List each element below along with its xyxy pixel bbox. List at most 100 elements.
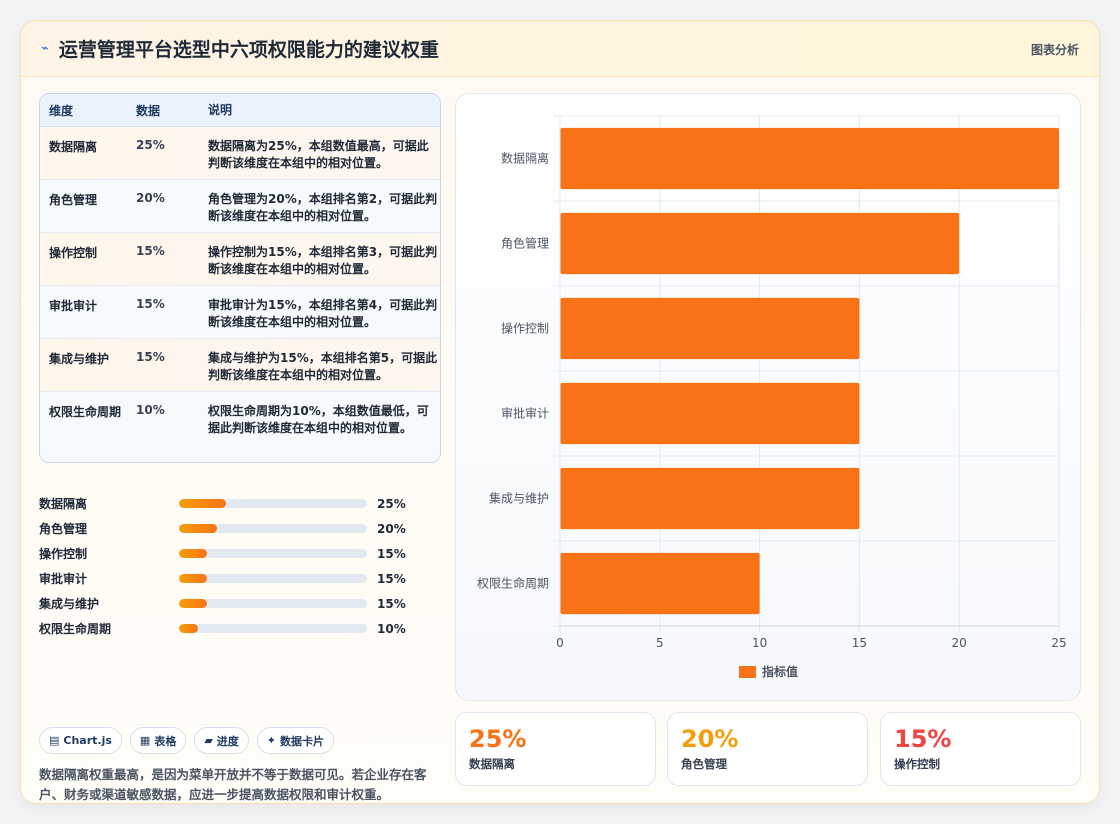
- progress-fill: [179, 599, 208, 608]
- progress-track: [179, 599, 367, 608]
- table-row: 角色管理 20% 角色管理为20%，本组排名第2，可据此判断该维度在本组中的相对…: [40, 180, 440, 233]
- progress-label: 集成与维护: [39, 597, 100, 611]
- row-dimension: 操作控制: [49, 246, 98, 260]
- sparkle-icon: ✦: [266, 734, 277, 747]
- row-value: 20%: [136, 191, 165, 205]
- progress-value: 10%: [377, 621, 406, 636]
- y-tick-label: 数据隔离: [501, 151, 549, 166]
- x-tick-label: 25: [1051, 636, 1066, 650]
- progress-row: 审批审计 15%: [39, 566, 419, 591]
- tech-chips: ▤ Chart.js ▦ 表格 ▰ 进度 ✦ 数据卡片: [39, 727, 335, 754]
- row-description: 权限生命周期为10%，本组数值最低，可据此判断该维度在本组中的相对位置。: [208, 404, 429, 435]
- content-area: 维度 数据 说明 数据隔离 25% 数据隔离为25%，本组数值最高，可据此判断该…: [21, 77, 1099, 803]
- bar-0: [560, 127, 1059, 190]
- row-value: 10%: [136, 403, 165, 417]
- dashboard-card: ⌁ 运营管理平台选型中六项权限能力的建议权重 图表分析 维度 数据 说明 数据隔…: [20, 20, 1100, 804]
- y-tick-label: 角色管理: [501, 236, 549, 251]
- kpi-label: 角色管理: [681, 757, 727, 771]
- x-tick-label: 0: [556, 636, 564, 650]
- progress-track: [179, 624, 367, 633]
- row-description: 角色管理为20%，本组排名第2，可据此判断该维度在本组中的相对位置。: [208, 192, 438, 223]
- row-dimension: 数据隔离: [49, 140, 98, 154]
- progress-row: 权限生命周期 10%: [39, 616, 419, 641]
- x-tick-label: 15: [852, 636, 867, 650]
- progress-fill: [179, 574, 208, 583]
- row-description: 审批审计为15%，本组排名第4，可据此判断该维度在本组中的相对位置。: [208, 298, 438, 329]
- chip-chartjs[interactable]: ▤ Chart.js: [39, 727, 122, 754]
- bar-1: [560, 212, 960, 275]
- progress-row: 角色管理 20%: [39, 516, 419, 541]
- row-dimension: 集成与维护: [49, 352, 110, 366]
- progress-row: 集成与维护 15%: [39, 591, 419, 616]
- x-tick-label: 10: [752, 636, 767, 650]
- kpi-card: 25% 数据隔离: [455, 712, 656, 786]
- progress-fill: [179, 549, 208, 558]
- progress-track: [179, 524, 367, 533]
- kpi-value: 25%: [469, 725, 527, 753]
- summary-note: 数据隔离权重最高，是因为菜单开放并不等于数据可见。若企业存在客户、财务或渠道敏感…: [39, 767, 427, 802]
- table-row: 集成与维护 15% 集成与维护为15%，本组排名第5，可据此判断该维度在本组中的…: [40, 339, 440, 392]
- progress-value: 15%: [377, 546, 406, 561]
- kpi-card: 20% 角色管理: [667, 712, 868, 786]
- table-row: 审批审计 15% 审批审计为15%，本组排名第4，可据此判断该维度在本组中的相对…: [40, 286, 440, 339]
- row-value: 15%: [136, 350, 165, 364]
- kpi-value: 20%: [681, 725, 739, 753]
- kpi-label: 操作控制: [894, 757, 940, 771]
- x-tick-label: 20: [952, 636, 967, 650]
- chip-progress[interactable]: ▰ 进度: [194, 727, 249, 754]
- chip-label: 进度: [216, 734, 239, 748]
- bar-3: [560, 382, 860, 445]
- progress-track: [179, 574, 367, 583]
- row-value: 15%: [136, 297, 165, 311]
- chip-label: 数据卡片: [280, 734, 325, 748]
- y-tick-label: 集成与维护: [489, 491, 549, 506]
- progress-value: 25%: [377, 496, 406, 511]
- kpi-card: 15% 操作控制: [880, 712, 1081, 786]
- row-description: 操作控制为15%，本组排名第3，可据此判断该维度在本组中的相对位置。: [208, 245, 438, 276]
- bar-chart-panel: 数据隔离 角色管理 操作控制 审批审计 集成与维护 权限生命周期 0 5 10 15 20 25 指标值: [455, 93, 1081, 701]
- header-description: 说明: [208, 102, 233, 117]
- progress-track: [179, 549, 367, 558]
- row-value: 15%: [136, 244, 165, 258]
- row-dimension: 审批审计: [49, 299, 98, 313]
- progress-label: 审批审计: [39, 572, 88, 586]
- table-header: 维度 数据 说明: [40, 94, 440, 127]
- y-tick-label: 权限生命周期: [477, 576, 549, 591]
- progress-fill: [179, 499, 226, 508]
- progress-track: [179, 499, 367, 508]
- page-title: 运营管理平台选型中六项权限能力的建议权重: [58, 39, 439, 61]
- pulse-icon: ⌁: [41, 41, 49, 56]
- chart-icon: ▤: [49, 734, 60, 747]
- header: ⌁ 运营管理平台选型中六项权限能力的建议权重 图表分析: [21, 21, 1099, 77]
- bar-4: [560, 467, 860, 530]
- chart-analysis-badge: 图表分析: [1030, 43, 1079, 57]
- progress-value: 15%: [377, 571, 406, 586]
- header-dimension: 维度: [49, 103, 74, 118]
- progress-fill: [179, 524, 217, 533]
- progress-value: 20%: [377, 521, 406, 536]
- table-icon: ▦: [139, 734, 151, 747]
- chip-table[interactable]: ▦ 表格: [129, 727, 187, 754]
- table-row: 操作控制 15% 操作控制为15%，本组排名第3，可据此判断该维度在本组中的相对…: [40, 233, 440, 286]
- progress-label: 数据隔离: [39, 497, 88, 511]
- y-tick-label: 操作控制: [501, 321, 549, 336]
- header-value: 数据: [136, 103, 161, 118]
- table-row: 权限生命周期 10% 权限生命周期为10%，本组数值最低，可据此判断该维度在本组…: [40, 392, 440, 462]
- progress-row: 操作控制 15%: [39, 541, 419, 566]
- progress-row: 数据隔离 25%: [39, 491, 419, 516]
- chip-data-card[interactable]: ✦ 数据卡片: [256, 727, 335, 754]
- row-description: 集成与维护为15%，本组排名第5，可据此判断该维度在本组中的相对位置。: [208, 351, 438, 382]
- data-table: 维度 数据 说明 数据隔离 25% 数据隔离为25%，本组数值最高，可据此判断该…: [39, 93, 441, 463]
- legend-label: 指标值: [762, 664, 798, 679]
- row-description: 数据隔离为25%，本组数值最高，可据此判断该维度在本组中的相对位置。: [208, 139, 429, 170]
- progress-value: 15%: [377, 596, 406, 611]
- progress-label: 权限生命周期: [39, 622, 112, 636]
- progress-label: 角色管理: [39, 522, 88, 536]
- bar-2: [560, 297, 860, 360]
- kpi-label: 数据隔离: [469, 757, 515, 771]
- progress-icon: ▰: [204, 734, 213, 747]
- chip-label: Chart.js: [63, 734, 112, 747]
- row-dimension: 角色管理: [49, 193, 98, 207]
- x-tick-label: 5: [656, 636, 664, 650]
- row-dimension: 权限生命周期: [49, 405, 122, 419]
